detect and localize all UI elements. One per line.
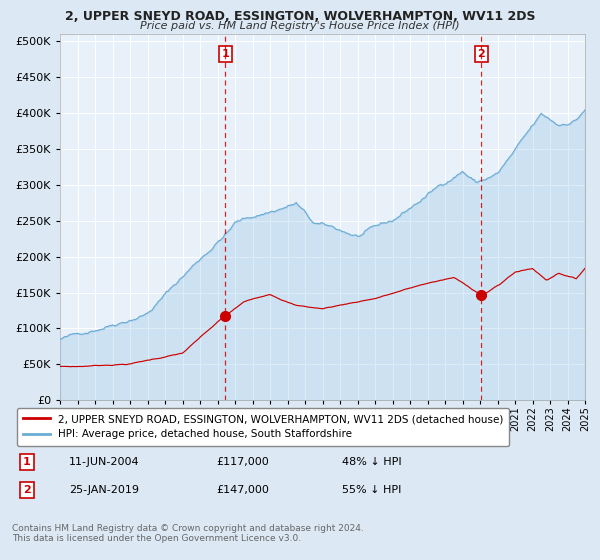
Text: Contains HM Land Registry data © Crown copyright and database right 2024.
This d: Contains HM Land Registry data © Crown c…	[12, 524, 364, 543]
Text: 2: 2	[23, 485, 31, 495]
Text: 55% ↓ HPI: 55% ↓ HPI	[342, 485, 401, 495]
Text: £117,000: £117,000	[216, 457, 269, 467]
Text: £147,000: £147,000	[216, 485, 269, 495]
Text: 25-JAN-2019: 25-JAN-2019	[69, 485, 139, 495]
Text: 2, UPPER SNEYD ROAD, ESSINGTON, WOLVERHAMPTON, WV11 2DS: 2, UPPER SNEYD ROAD, ESSINGTON, WOLVERHA…	[65, 10, 535, 23]
Text: 2: 2	[478, 49, 485, 59]
Text: 48% ↓ HPI: 48% ↓ HPI	[342, 457, 401, 467]
Legend: 2, UPPER SNEYD ROAD, ESSINGTON, WOLVERHAMPTON, WV11 2DS (detached house), HPI: A: 2, UPPER SNEYD ROAD, ESSINGTON, WOLVERHA…	[17, 408, 509, 446]
Text: Price paid vs. HM Land Registry's House Price Index (HPI): Price paid vs. HM Land Registry's House …	[140, 21, 460, 31]
Text: 1: 1	[23, 457, 31, 467]
Text: 11-JUN-2004: 11-JUN-2004	[69, 457, 140, 467]
Text: 1: 1	[221, 49, 229, 59]
